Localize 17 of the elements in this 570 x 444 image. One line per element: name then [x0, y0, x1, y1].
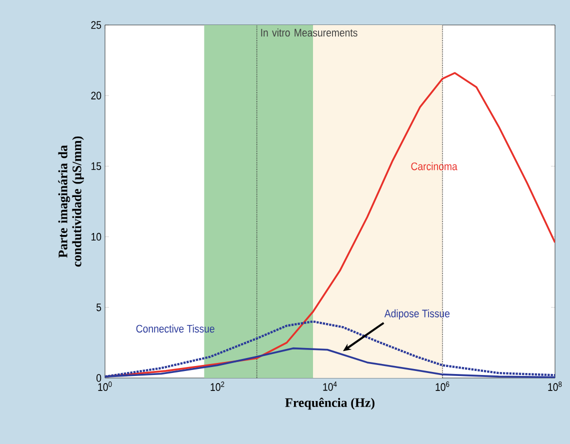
y-tick-label: 15: [91, 162, 102, 170]
y-tick-label: 10: [91, 232, 102, 241]
x-tick-label: 10$^{6}$: [436, 382, 450, 391]
x-tick-label: 10$^{8}$: [548, 382, 562, 391]
text: Adipose Tissue: [384, 309, 450, 320]
y-tick-label: 20: [91, 92, 102, 100]
x-tick-label: 10$^{0}$: [98, 382, 112, 391]
y-tick-label: 0: [96, 374, 102, 382]
annotation: In vitro Measurements: [261, 28, 358, 37]
x-tick-label: 10$^{4}$: [323, 382, 337, 391]
x-tick-label: 10$^{2}$: [210, 382, 224, 391]
y-tick-label: 5: [96, 304, 102, 312]
x-axis-title: Frequência (Hz): [285, 398, 374, 410]
y-tick-label: 25: [91, 21, 102, 29]
series-label: Connective Tissue: [136, 324, 214, 333]
y-axis-title: Parte imaginária da condutividade (µS/mm): [58, 136, 84, 267]
series-label: Carcinoma: [411, 162, 458, 170]
